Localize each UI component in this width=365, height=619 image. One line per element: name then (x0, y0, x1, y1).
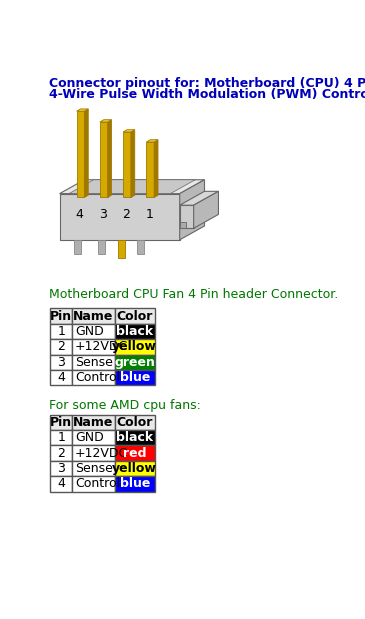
Text: blue: blue (120, 477, 150, 490)
Polygon shape (146, 140, 158, 142)
FancyBboxPatch shape (115, 461, 155, 476)
Text: GND: GND (75, 325, 104, 338)
Polygon shape (194, 191, 218, 228)
Polygon shape (180, 180, 204, 240)
Text: Color: Color (116, 310, 153, 322)
Polygon shape (100, 122, 108, 197)
FancyBboxPatch shape (72, 446, 115, 461)
FancyBboxPatch shape (115, 446, 155, 461)
Text: 2: 2 (57, 340, 65, 353)
Polygon shape (180, 191, 218, 205)
FancyBboxPatch shape (50, 476, 72, 491)
Text: 1: 1 (57, 325, 65, 338)
Text: 3: 3 (57, 462, 65, 475)
Polygon shape (123, 132, 131, 197)
Polygon shape (59, 180, 204, 194)
Text: yellow: yellow (112, 462, 157, 475)
FancyBboxPatch shape (50, 446, 72, 461)
Text: Motherboard CPU Fan 4 Pin header Connector.: Motherboard CPU Fan 4 Pin header Connect… (49, 288, 338, 301)
Text: blue: blue (120, 371, 150, 384)
Polygon shape (154, 140, 158, 197)
Polygon shape (180, 205, 194, 228)
FancyBboxPatch shape (115, 370, 155, 386)
FancyBboxPatch shape (72, 355, 115, 370)
FancyBboxPatch shape (73, 240, 81, 254)
FancyBboxPatch shape (72, 461, 115, 476)
Polygon shape (84, 109, 88, 197)
FancyBboxPatch shape (50, 355, 72, 370)
FancyBboxPatch shape (50, 339, 72, 355)
FancyBboxPatch shape (72, 308, 115, 324)
FancyBboxPatch shape (115, 355, 155, 370)
FancyBboxPatch shape (115, 430, 155, 446)
Text: black: black (116, 431, 153, 444)
FancyBboxPatch shape (72, 430, 115, 446)
Text: 4: 4 (57, 477, 65, 490)
Polygon shape (100, 119, 111, 122)
Text: Name: Name (73, 416, 114, 429)
Text: +12VDC: +12VDC (75, 447, 128, 460)
Polygon shape (180, 222, 186, 228)
Text: Connector pinout for: Motherboard (CPU) 4 Pin Fan: Connector pinout for: Motherboard (CPU) … (49, 77, 365, 90)
Polygon shape (123, 130, 135, 132)
Text: Control: Control (75, 371, 120, 384)
Text: yellow: yellow (112, 340, 157, 353)
Text: GND: GND (75, 431, 104, 444)
FancyBboxPatch shape (50, 308, 72, 324)
Text: Pin: Pin (50, 310, 72, 322)
FancyBboxPatch shape (115, 324, 155, 339)
Polygon shape (59, 194, 180, 240)
FancyBboxPatch shape (50, 430, 72, 446)
Text: red: red (123, 447, 146, 460)
FancyBboxPatch shape (50, 415, 72, 430)
FancyBboxPatch shape (72, 415, 115, 430)
Text: Control: Control (75, 477, 120, 490)
FancyBboxPatch shape (50, 324, 72, 339)
Text: +12VDC: +12VDC (75, 340, 128, 353)
Text: 4: 4 (76, 208, 84, 221)
FancyBboxPatch shape (115, 308, 155, 324)
Text: Color: Color (116, 416, 153, 429)
Text: green: green (114, 356, 155, 369)
FancyBboxPatch shape (98, 240, 105, 254)
FancyBboxPatch shape (72, 370, 115, 386)
FancyBboxPatch shape (72, 476, 115, 491)
Text: 4: 4 (57, 371, 65, 384)
FancyBboxPatch shape (50, 370, 72, 386)
Text: 2: 2 (57, 447, 65, 460)
Polygon shape (69, 180, 195, 194)
FancyBboxPatch shape (72, 324, 115, 339)
Polygon shape (108, 119, 111, 197)
Text: Sense: Sense (75, 356, 113, 369)
Text: 1: 1 (146, 208, 153, 221)
Text: 3: 3 (99, 208, 107, 221)
Polygon shape (131, 130, 135, 197)
Text: Pin: Pin (50, 416, 72, 429)
FancyBboxPatch shape (50, 461, 72, 476)
Text: black: black (116, 325, 153, 338)
Text: Sense: Sense (75, 462, 113, 475)
Text: 1: 1 (57, 431, 65, 444)
Text: Name: Name (73, 310, 114, 322)
Polygon shape (77, 109, 88, 111)
Text: 2: 2 (122, 208, 130, 221)
FancyBboxPatch shape (115, 339, 155, 355)
Text: 4-Wire Pulse Width Modulation (PWM) Controlled Fans: 4-Wire Pulse Width Modulation (PWM) Cont… (49, 88, 365, 101)
Polygon shape (77, 111, 84, 197)
Polygon shape (146, 142, 154, 197)
Text: 3: 3 (57, 356, 65, 369)
Text: For some AMD cpu fans:: For some AMD cpu fans: (49, 399, 201, 412)
FancyBboxPatch shape (115, 476, 155, 491)
FancyBboxPatch shape (115, 415, 155, 430)
FancyBboxPatch shape (118, 240, 126, 258)
FancyBboxPatch shape (72, 339, 115, 355)
FancyBboxPatch shape (137, 240, 144, 254)
